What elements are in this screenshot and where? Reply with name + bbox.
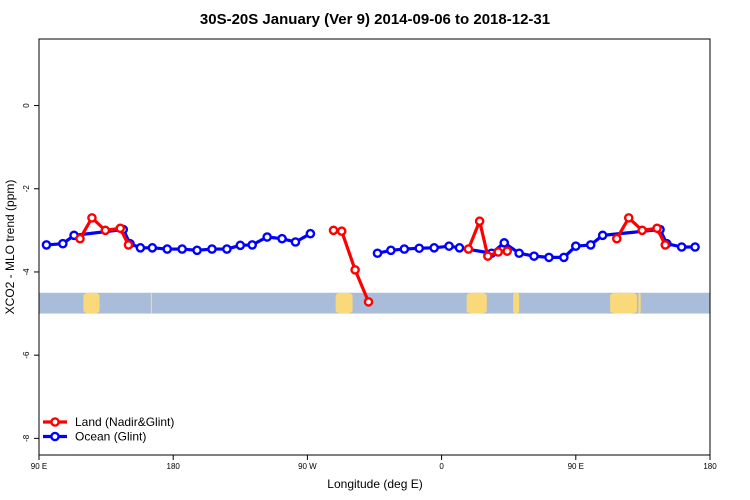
data-point [41, 240, 52, 250]
data-point [372, 248, 383, 259]
legend-entry: Land (Nadir&Glint) [75, 415, 174, 429]
data-point [474, 216, 485, 227]
x-tick-label: 180 [703, 462, 717, 471]
plot-frame [38, 38, 711, 456]
land-region [150, 292, 153, 314]
data-point [499, 238, 510, 248]
land-region [638, 292, 641, 314]
data-point [399, 244, 410, 254]
data-point [559, 252, 569, 263]
data-point [100, 225, 111, 236]
data-point [502, 246, 513, 256]
data-point [207, 244, 217, 254]
data-point [262, 232, 272, 242]
plot-area [38, 38, 711, 456]
y-tick-label: 0 [22, 103, 31, 108]
ocean-band [39, 292, 710, 314]
data-point [305, 228, 316, 239]
data-point [123, 240, 134, 250]
data-point [585, 240, 596, 250]
data-point [483, 251, 493, 261]
legend: Land (Nadir&Glint)Ocean (Glint) [43, 415, 174, 444]
chart-title: 30S-20S January (Ver 9) 2014-09-06 to 20… [200, 11, 550, 28]
data-point [75, 233, 85, 244]
data-point [414, 243, 425, 254]
x-tick-label: 180 [167, 462, 181, 471]
x-axis: 90 E 180 90 W 0 90 E 180 [31, 455, 717, 471]
x-tick-label: 90 E [568, 462, 584, 471]
data-point [429, 243, 439, 253]
y-tick-label: -8 [22, 434, 31, 442]
data-point [660, 240, 671, 250]
data-point [290, 237, 301, 247]
data-point [135, 243, 146, 253]
data-point [350, 265, 360, 275]
data-point [637, 225, 647, 236]
data-point [235, 240, 246, 251]
data-point [363, 297, 374, 307]
data-point [87, 213, 97, 223]
data-point [336, 226, 347, 236]
series-layer [41, 213, 700, 307]
data-point [222, 244, 232, 254]
data-point [247, 240, 258, 250]
land-region [83, 292, 100, 314]
data-point [328, 225, 339, 236]
series-line [333, 228, 371, 303]
data-point [571, 241, 581, 251]
data-point [277, 233, 287, 244]
data-point [192, 245, 202, 256]
data-point [177, 244, 187, 254]
x-tick-label: 90 E [31, 462, 47, 471]
legend-marker [50, 417, 60, 427]
data-point [454, 243, 465, 253]
legend-entry: Ocean (Glint) [75, 430, 146, 444]
x-axis-label: Longitude (deg E) [327, 477, 422, 491]
data-point [544, 252, 554, 263]
data-point [58, 238, 68, 249]
series-land [75, 213, 671, 307]
land-region [513, 292, 520, 314]
data-point [444, 241, 454, 251]
data-point [612, 233, 622, 244]
data-point [676, 242, 687, 252]
land-region [466, 292, 487, 314]
data-point [463, 244, 474, 254]
data-point [514, 248, 524, 259]
y-tick-label: -4 [22, 268, 31, 276]
data-point [652, 223, 662, 234]
data-point [623, 213, 634, 223]
y-tick-label: -2 [22, 185, 31, 193]
data-point [597, 230, 608, 241]
data-point [529, 251, 539, 261]
data-point [493, 247, 504, 257]
data-point [115, 223, 126, 234]
land-region [610, 292, 637, 314]
y-axis: 0 -2 -4 -6 -8 [22, 103, 39, 442]
land-region [335, 292, 353, 314]
x-tick-label: 90 W [298, 462, 317, 471]
legend-marker [50, 431, 60, 442]
data-point [162, 244, 173, 254]
y-tick-label: -6 [22, 351, 31, 359]
land-ocean-band [39, 292, 710, 314]
series-ocean [41, 224, 700, 263]
y-axis-label: XCO2 - MLO trend (ppm) [3, 180, 17, 315]
data-point [386, 245, 396, 256]
data-point [690, 242, 700, 252]
data-point [147, 243, 158, 253]
x-tick-label: 0 [439, 462, 444, 471]
